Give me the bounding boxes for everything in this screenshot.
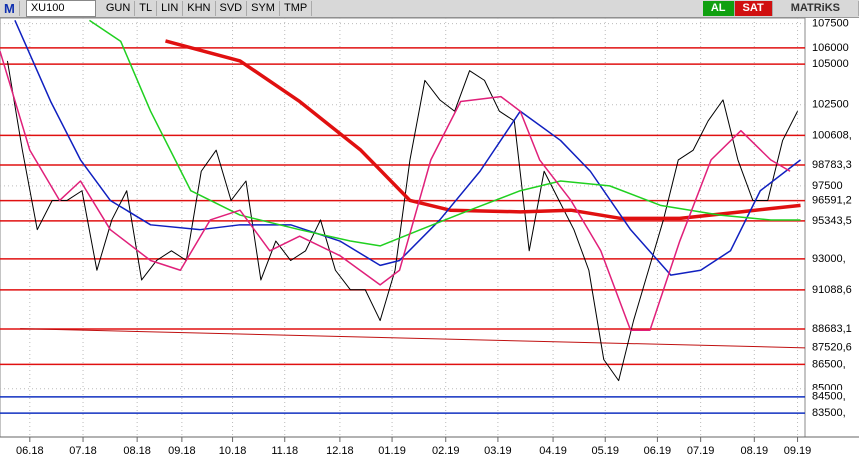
x-tick-label: 06.18 xyxy=(16,445,44,457)
level-label-box xyxy=(808,389,859,404)
logo[interactable]: M xyxy=(0,1,20,16)
series-line xyxy=(14,20,801,276)
symbol-box[interactable]: XU100 xyxy=(25,0,96,17)
x-tick-label: 11.18 xyxy=(271,445,298,457)
x-tick-label: 05.19 xyxy=(591,445,619,457)
x-tick-label: 12.18 xyxy=(326,445,354,457)
x-tick-label: 03.19 xyxy=(484,445,512,457)
brand: MATRiKS xyxy=(773,1,859,16)
level-label: 84500, xyxy=(812,391,846,403)
x-tick-label: 08.18 xyxy=(123,445,151,457)
x-tick-label: 08.19 xyxy=(741,445,769,457)
y-tick-label: 102500 xyxy=(812,99,849,111)
plot-area xyxy=(0,17,806,438)
trend-line xyxy=(20,328,805,349)
level-label-box xyxy=(808,340,859,355)
x-tick-label: 06.19 xyxy=(644,445,672,457)
toolbar-button[interactable]: TMP xyxy=(280,1,313,16)
toolbar-button[interactable]: LIN xyxy=(157,1,184,16)
x-tick-label: 09.18 xyxy=(168,445,196,457)
buy-button[interactable]: AL xyxy=(702,1,735,16)
y-tick-label: 97500 xyxy=(812,180,843,192)
level-label: 106000 xyxy=(812,42,849,54)
x-tick-label: 07.18 xyxy=(69,445,97,457)
level-label: 98783,3 xyxy=(812,159,852,171)
toolbar: M XU100 GUN TL LIN KHN SVD SYM TMP AL SAT MATRi… xyxy=(0,0,859,18)
level-label: 87520,6 xyxy=(812,342,852,354)
x-tick-label: 04.19 xyxy=(539,445,567,457)
series-line xyxy=(6,60,798,382)
level-label-box xyxy=(808,57,859,72)
x-tick-label: 02.19 xyxy=(432,445,460,457)
toolbar-button[interactable]: GUN xyxy=(102,1,136,16)
level-label: 86500, xyxy=(812,358,846,370)
level-label: 96591,2 xyxy=(812,195,852,207)
series-line xyxy=(165,39,801,221)
x-tick-label: 09.19 xyxy=(784,445,812,457)
level-label-box xyxy=(808,406,859,421)
level-label: 88683,1 xyxy=(812,323,852,335)
toolbar-button[interactable]: KHN xyxy=(183,1,216,16)
level-label-box xyxy=(808,251,859,266)
level-label-box xyxy=(808,321,859,336)
level-label: 83500, xyxy=(812,407,846,419)
level-label: 100608, xyxy=(812,129,852,141)
toolbar-button[interactable]: TL xyxy=(135,1,158,16)
level-label: 105000 xyxy=(812,58,849,70)
level-label-box xyxy=(808,193,859,208)
level-label-box xyxy=(808,158,859,173)
level-label: 93000, xyxy=(812,253,846,265)
level-label-box xyxy=(808,357,859,372)
sell-button[interactable]: SAT xyxy=(734,1,773,16)
level-label-box xyxy=(808,282,859,297)
level-label-box xyxy=(808,213,859,228)
plot xyxy=(0,18,805,437)
series-line xyxy=(89,19,801,247)
series-line xyxy=(0,50,791,332)
level-label-box xyxy=(808,128,859,143)
x-tick-label: 01.19 xyxy=(378,445,406,457)
toolbar-button[interactable]: SVD xyxy=(216,1,248,16)
x-tick-label: 07.19 xyxy=(687,445,715,457)
level-label: 95343,5 xyxy=(812,215,852,227)
level-label-box xyxy=(808,40,859,55)
toolbar-button[interactable]: SYM xyxy=(247,1,280,16)
level-label: 91088,6 xyxy=(812,284,852,296)
y-tick-label: 107500 xyxy=(812,17,849,29)
x-tick-label: 10.18 xyxy=(219,445,247,457)
